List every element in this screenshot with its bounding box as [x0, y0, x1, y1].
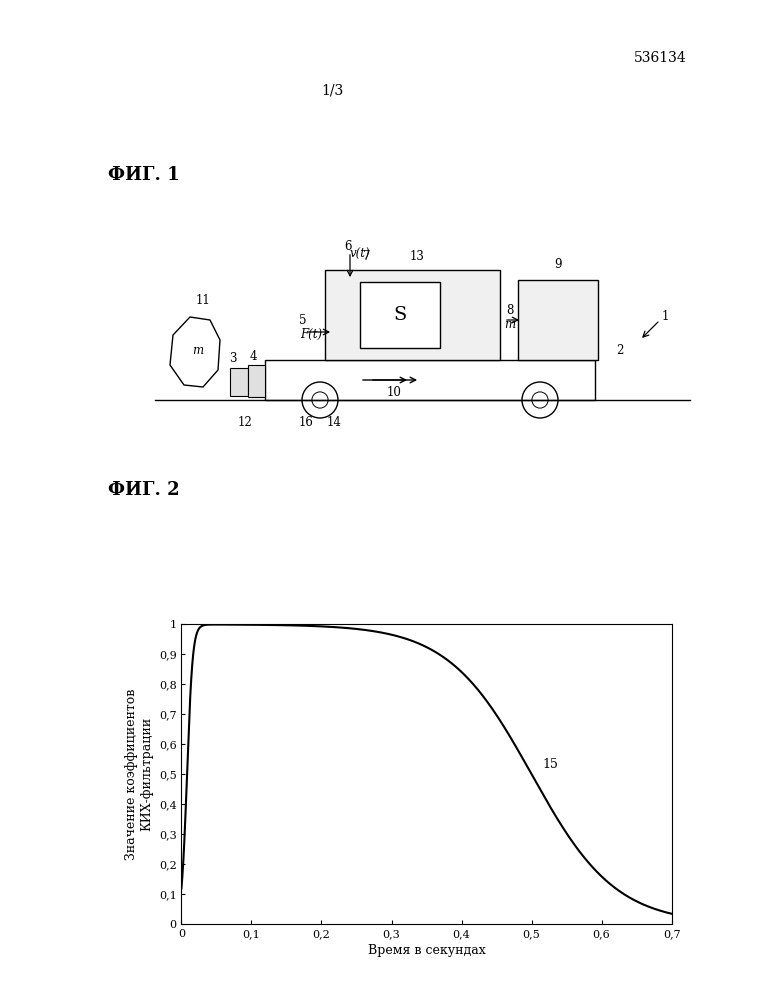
Text: 3: 3	[229, 352, 237, 365]
Bar	[230, 368, 248, 396]
Text: 1: 1	[662, 310, 669, 323]
Bar	[325, 270, 500, 360]
Text: 2: 2	[616, 344, 624, 357]
Text: 9: 9	[554, 259, 562, 272]
Text: m: m	[192, 344, 204, 357]
Text: ФИГ. 1: ФИГ. 1	[108, 166, 180, 184]
Text: 12: 12	[238, 416, 252, 429]
Text: 536134: 536134	[634, 51, 686, 65]
Text: 4: 4	[249, 350, 257, 363]
Text: 10: 10	[387, 386, 401, 399]
Text: 6: 6	[344, 240, 352, 253]
Text: 15: 15	[542, 758, 558, 771]
Text: m: m	[504, 318, 516, 331]
Text: 14: 14	[327, 416, 341, 429]
Y-axis label: Значение коэффициентов
КИХ-фильтрации: Значение коэффициентов КИХ-фильтрации	[125, 688, 154, 860]
Bar	[248, 365, 265, 397]
X-axis label: Время в секундах: Время в секундах	[367, 944, 486, 957]
Text: 5: 5	[300, 314, 306, 327]
Text: ФИГ. 2: ФИГ. 2	[108, 481, 180, 499]
Text: 16: 16	[299, 416, 313, 429]
Text: 13: 13	[410, 250, 425, 263]
Bar	[265, 360, 595, 400]
Text: S: S	[394, 306, 407, 324]
Text: 7: 7	[364, 250, 371, 263]
Bar	[360, 282, 440, 348]
Bar	[518, 280, 598, 360]
Text: F(t): F(t)	[300, 328, 322, 341]
Text: 8: 8	[506, 304, 513, 317]
Text: 1/3: 1/3	[321, 83, 343, 97]
Text: 11: 11	[195, 294, 211, 307]
Text: v(t): v(t)	[350, 248, 371, 261]
